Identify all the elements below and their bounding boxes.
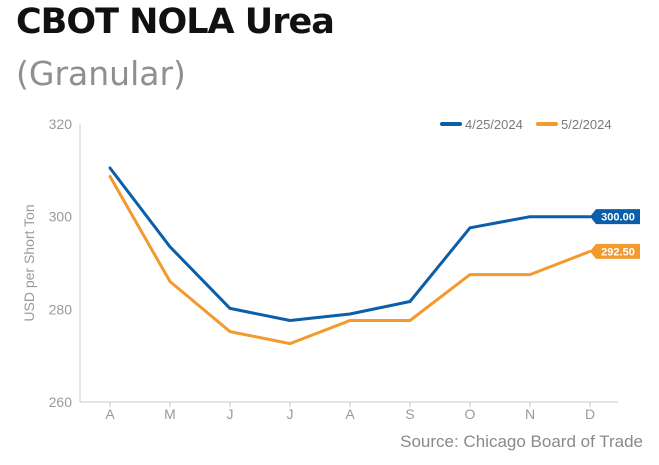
y-tick-label: 280 [49,301,73,317]
y-axis-title: USD per Short Ton [21,204,37,321]
chart-subtitle: (Granular) [16,54,186,93]
x-tick-label: S [405,406,414,422]
x-tick-label: J [227,406,234,422]
x-tick-label: N [525,406,535,422]
y-tick-label: 260 [49,394,73,410]
x-tick-label: D [585,406,595,422]
end-value-label: 300.00 [601,212,635,224]
x-tick-label: J [287,406,294,422]
end-label-flag [590,209,640,225]
end-value-label: 292.50 [601,246,635,258]
source-note: Source: Chicago Board of Trade [400,432,643,451]
chart-title: CBOT NOLA Urea [16,2,335,42]
legend: 4/25/2024 5/2/2024 [440,117,612,132]
x-tick-label: A [105,406,115,422]
end-labels: 300.00 292.50 [590,209,640,259]
x-tick-label: O [465,406,476,422]
end-label-flag [590,243,640,259]
series-line [108,174,592,346]
y-tick-labels: 260 280 300 320 [49,116,73,410]
legend-label: 4/25/2024 [465,117,523,132]
x-tick-label: M [164,406,176,422]
y-tick-label: 320 [49,116,73,132]
legend-label: 5/2/2024 [561,117,612,132]
y-tick-label: 300 [49,209,73,225]
x-tick-label: A [345,406,355,422]
series-lines [108,166,592,346]
series-line [108,166,592,322]
